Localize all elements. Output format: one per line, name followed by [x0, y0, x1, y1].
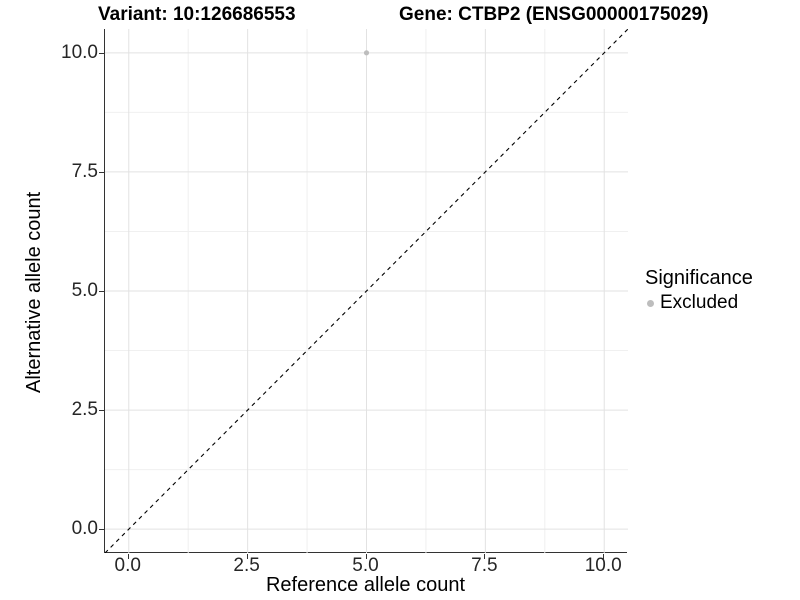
y-tick-label: 10.0	[61, 41, 98, 63]
x-tick-label: 2.5	[233, 555, 260, 576]
x-tick-mark	[603, 554, 605, 559]
x-tick-label: 0.0	[114, 555, 141, 576]
x-tick-label: 5.0	[352, 555, 379, 576]
y-tick-mark	[99, 410, 104, 412]
x-tick-mark	[127, 554, 129, 559]
x-tick-mark	[246, 554, 248, 559]
plot-area	[105, 29, 628, 553]
x-axis-title: Reference allele count	[265, 574, 465, 596]
x-tick-mark	[484, 554, 486, 559]
legend-item: Excluded	[645, 292, 753, 314]
y-tick-label: 2.5	[71, 399, 98, 421]
variant-title: Variant: 10:126686553	[98, 4, 296, 25]
x-tick-label: 7.5	[471, 555, 498, 576]
y-axis-title: Alternative allele count	[23, 191, 45, 393]
data-point	[363, 50, 370, 56]
y-tick-mark	[99, 52, 104, 54]
y-tick-label: 5.0	[71, 280, 98, 301]
legend: Significance Excluded	[645, 266, 753, 314]
x-tick-label: 10.0	[584, 555, 622, 576]
gene-title: Gene: CTBP2 (ENSG00000175029)	[399, 4, 709, 25]
legend-point-icon	[647, 299, 654, 307]
y-tick-mark	[99, 291, 104, 292]
identity-dashed-line	[105, 29, 628, 553]
y-tick-label: 7.5	[71, 160, 98, 182]
y-tick-mark	[99, 171, 104, 173]
legend-items: Excluded	[645, 292, 753, 314]
legend-item-label: Excluded	[660, 292, 739, 313]
x-tick-mark	[365, 554, 367, 559]
y-tick-mark	[99, 529, 104, 531]
plot-panel	[104, 29, 628, 553]
legend-title: Significance	[645, 267, 753, 289]
y-tick-label: 0.0	[71, 518, 98, 540]
